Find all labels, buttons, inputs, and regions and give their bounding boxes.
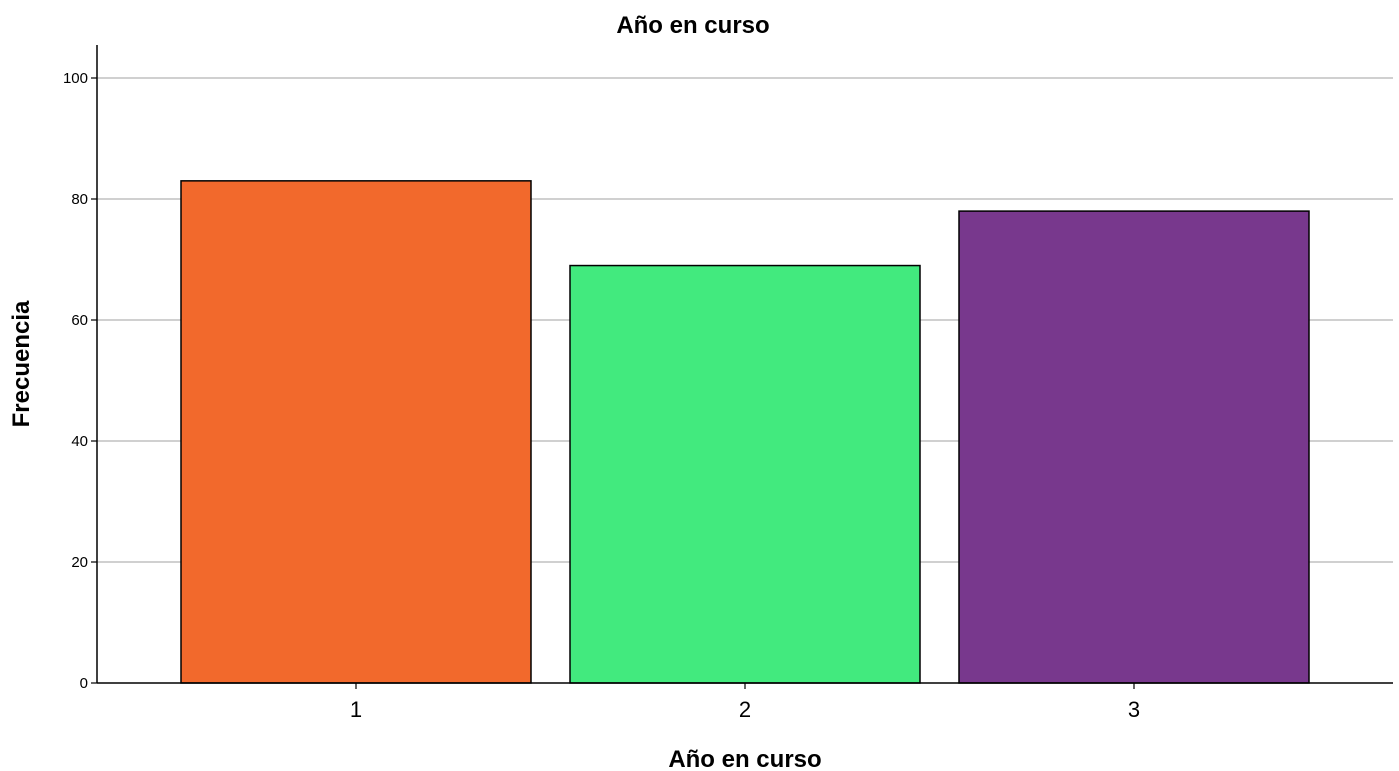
x-tick-label: 3 <box>1128 697 1140 722</box>
x-tick-label: 1 <box>350 697 362 722</box>
y-tick-label: 80 <box>71 191 88 208</box>
y-tick-label: 100 <box>63 70 88 87</box>
y-tick-label: 60 <box>71 312 88 329</box>
y-tick-labels: 0 20 40 60 80 100 <box>63 70 97 692</box>
x-tick-labels: 1 2 3 <box>350 683 1140 722</box>
bar-1 <box>180 180 532 684</box>
y-axis-label: Frecuencia <box>8 300 35 427</box>
x-axis-label: Año en curso <box>668 746 821 771</box>
bar-3 <box>958 210 1310 684</box>
bar-2 <box>569 264 921 684</box>
y-tick-label: 40 <box>71 433 88 450</box>
x-tick-label: 2 <box>739 697 751 722</box>
y-tick-label: 20 <box>71 554 88 571</box>
y-tick-label: 0 <box>80 675 88 692</box>
bars <box>180 180 1310 684</box>
chart-title: Año en curso <box>616 12 769 39</box>
